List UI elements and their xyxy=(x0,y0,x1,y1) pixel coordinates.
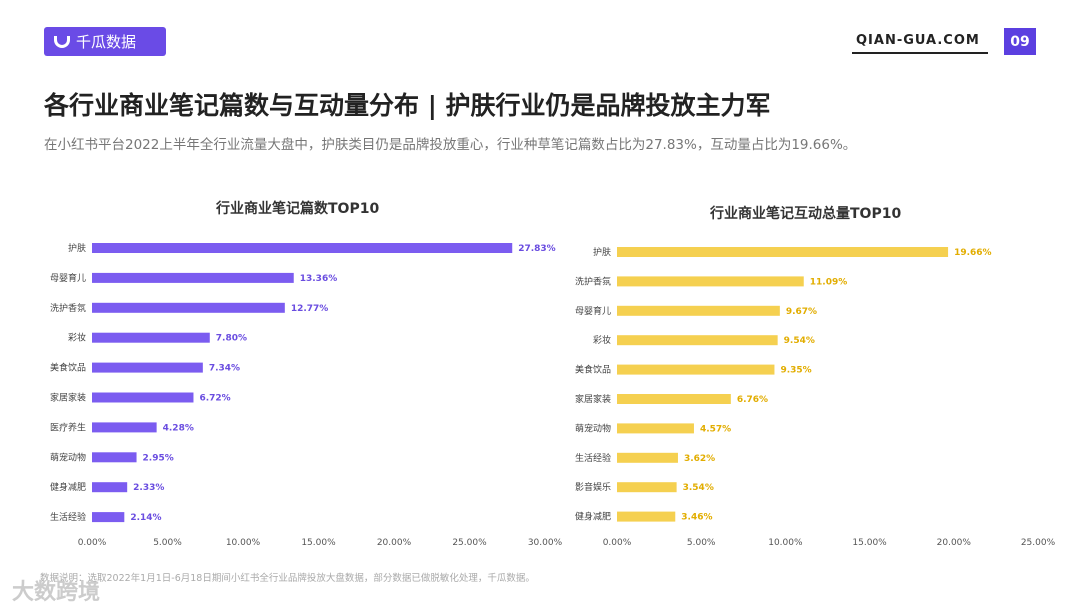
category-label: 母婴育儿 xyxy=(575,305,611,317)
bar xyxy=(617,335,778,346)
data-label: 9.35% xyxy=(780,366,811,376)
x-tick-label: 15.00% xyxy=(301,538,336,548)
category-label: 影音娱乐 xyxy=(575,481,611,493)
bar xyxy=(92,482,128,493)
data-label: 27.83% xyxy=(518,244,556,254)
bar xyxy=(92,392,194,403)
page-title: 各行业商业笔记篇数与互动量分布 | 护肤行业仍是品牌投放主力军 xyxy=(44,91,771,120)
data-label: 9.54% xyxy=(784,336,815,346)
divider xyxy=(852,52,988,54)
category-label: 家居家装 xyxy=(50,392,86,404)
data-label: 3.54% xyxy=(683,483,714,493)
category-label: 健身减肥 xyxy=(575,511,611,523)
page-number: 09 xyxy=(1004,28,1036,55)
x-tick-label: 15.00% xyxy=(852,538,887,548)
logo-icon xyxy=(54,35,70,48)
data-label: 6.76% xyxy=(737,395,768,405)
chart-title-right: 行业商业笔记互动总量TOP10 xyxy=(710,206,902,222)
brand-logo: 千瓜数据 xyxy=(44,27,166,56)
bar xyxy=(617,394,731,404)
data-label: 13.36% xyxy=(300,274,338,284)
x-tick-label: 20.00% xyxy=(377,538,412,548)
chart-title-left: 行业商业笔记篇数TOP10 xyxy=(216,201,380,217)
x-tick-label: 30.00% xyxy=(528,538,563,548)
data-label: 7.34% xyxy=(209,364,240,374)
bar xyxy=(617,276,804,287)
data-label: 6.72% xyxy=(199,394,230,404)
x-tick-label: 5.00% xyxy=(153,538,182,548)
bar xyxy=(92,272,294,283)
category-label: 彩妆 xyxy=(593,334,611,346)
category-label: 美食饮品 xyxy=(50,362,86,374)
data-label: 3.62% xyxy=(684,454,715,464)
site-url: QIAN-GUA.COM xyxy=(856,33,980,48)
x-tick-label: 5.00% xyxy=(687,538,716,548)
category-label: 洗护香氛 xyxy=(50,302,86,314)
x-tick-label: 10.00% xyxy=(226,538,261,548)
footnote: 数据说明：选取2022年1月1日-6月18日期间小红书全行业品牌投放大盘数据，部… xyxy=(40,573,535,584)
logo-text: 千瓜数据 xyxy=(76,33,137,51)
bar xyxy=(92,332,210,343)
x-tick-label: 20.00% xyxy=(937,538,972,548)
category-label: 医疗养生 xyxy=(50,421,86,433)
x-tick-label: 0.00% xyxy=(603,538,632,548)
bar xyxy=(92,422,157,433)
category-label: 洗护香氛 xyxy=(575,275,611,287)
category-label: 护肤 xyxy=(68,242,86,254)
data-label: 9.67% xyxy=(786,307,817,317)
data-label: 7.80% xyxy=(216,334,247,344)
category-label: 彩妆 xyxy=(68,332,86,344)
bar xyxy=(92,452,137,463)
data-label: 2.14% xyxy=(130,513,161,523)
data-label: 12.77% xyxy=(291,304,329,314)
bar xyxy=(92,243,513,253)
bar xyxy=(617,511,676,522)
category-label: 生活经验 xyxy=(50,511,86,523)
bar xyxy=(617,452,678,463)
data-label: 11.09% xyxy=(810,277,848,287)
bar xyxy=(92,302,285,313)
page-subtitle: 在小红书平台2022上半年全行业流量大盘中，护肤类目仍是品牌投放重心，行业种草笔… xyxy=(44,137,857,153)
data-label: 2.95% xyxy=(143,453,174,463)
data-label: 3.46% xyxy=(681,513,712,523)
data-label: 2.33% xyxy=(133,483,164,493)
bar xyxy=(617,482,677,493)
watermark: 大数跨境 xyxy=(12,580,101,605)
bar xyxy=(617,423,694,434)
category-label: 护肤 xyxy=(593,246,611,258)
category-label: 生活经验 xyxy=(575,452,611,464)
category-label: 美食饮品 xyxy=(575,364,611,376)
category-label: 家居家装 xyxy=(575,393,611,405)
category-label: 健身减肥 xyxy=(50,481,86,493)
x-tick-label: 0.00% xyxy=(78,538,107,548)
bar xyxy=(92,512,125,523)
bar xyxy=(617,364,775,375)
x-tick-label: 25.00% xyxy=(452,538,487,548)
category-label: 萌宠动物 xyxy=(575,422,611,434)
x-tick-label: 10.00% xyxy=(768,538,803,548)
data-label: 4.28% xyxy=(163,423,194,433)
data-label: 4.57% xyxy=(700,424,731,434)
bar xyxy=(617,247,949,257)
x-tick-label: 25.00% xyxy=(1021,538,1056,548)
data-label: 19.66% xyxy=(954,248,992,258)
category-label: 萌宠动物 xyxy=(50,451,86,463)
category-label: 母婴育儿 xyxy=(50,272,86,284)
bar xyxy=(92,362,203,373)
bar xyxy=(617,305,780,316)
